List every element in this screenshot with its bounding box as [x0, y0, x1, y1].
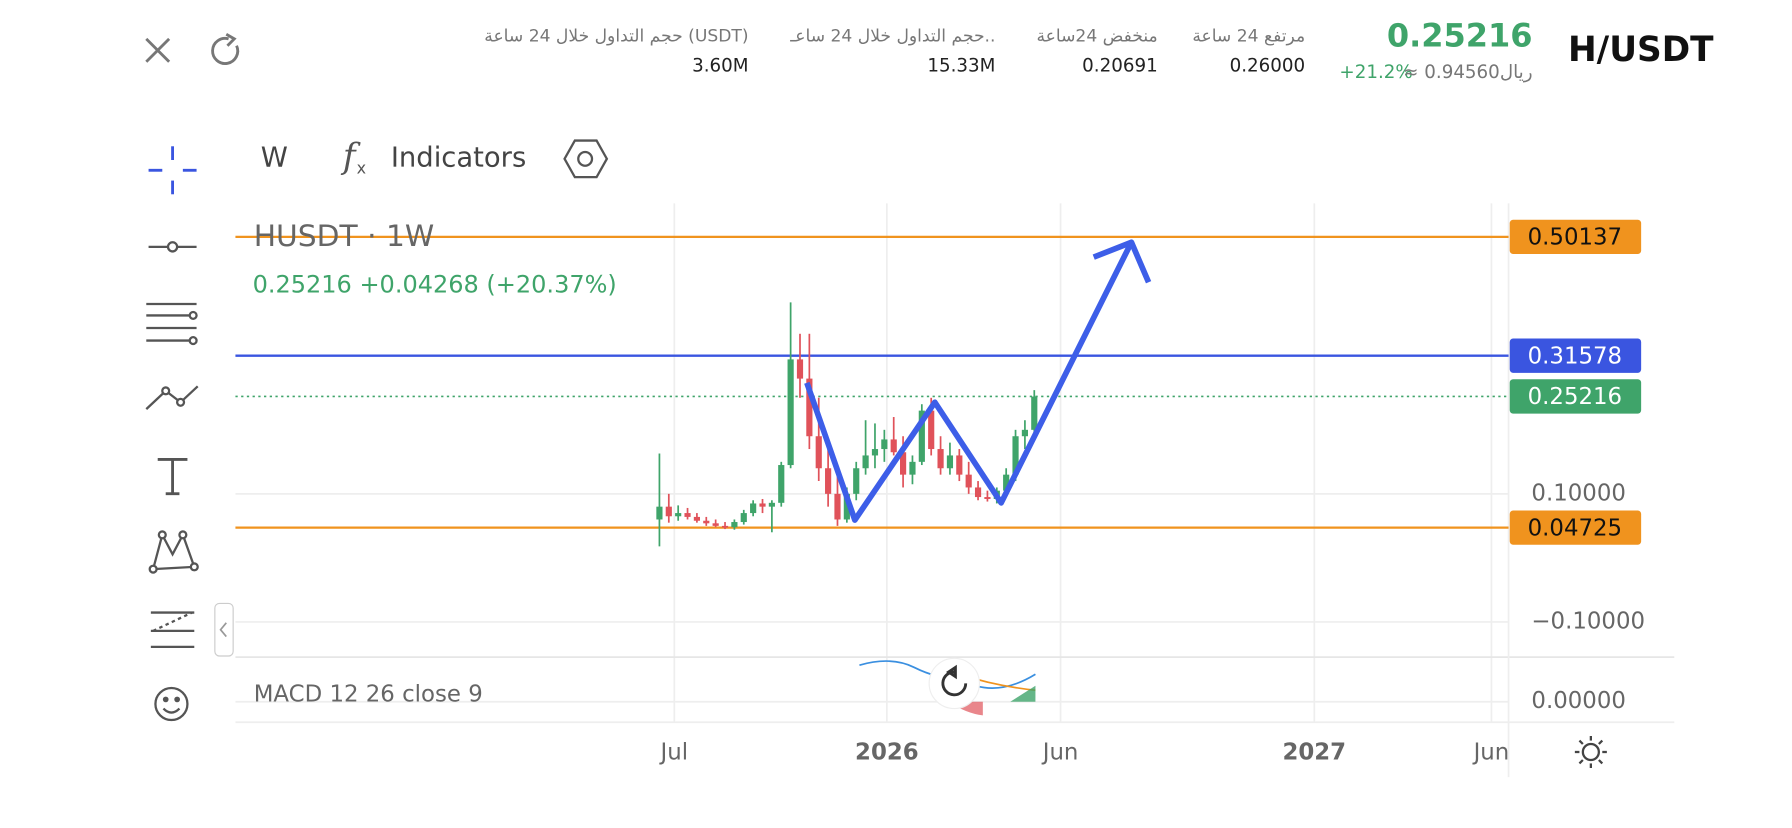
macd-tick-label: 0.00000 [1531, 688, 1625, 714]
interval-button[interactable]: W [261, 142, 288, 173]
emoji-tool[interactable] [154, 686, 189, 722]
macd-hist-up [1010, 685, 1036, 702]
candle-body [768, 502, 775, 507]
fib-tool[interactable] [146, 302, 198, 346]
stat-label: حجم التداول خلال 24 ساعة (USDT) [484, 27, 748, 47]
candle-body [900, 452, 907, 475]
candle-body [1021, 429, 1028, 437]
price-level-label: 0.25216 [1528, 384, 1622, 410]
candle-body [684, 513, 691, 517]
candle-body [787, 359, 794, 466]
x-tick-label: 2026 [855, 740, 919, 766]
candle-body [750, 503, 757, 514]
collapse-handle[interactable] [214, 602, 234, 657]
measure-tool[interactable] [150, 611, 195, 648]
drawn-arrowhead [1092, 239, 1152, 284]
chart-legend: HUSDT · 1W [254, 219, 435, 254]
price-level-tag [1509, 338, 1642, 373]
stat-value: 0.20691 [1082, 55, 1158, 76]
local-price: ≈ ريال0.94560 [1403, 62, 1532, 83]
candle-body [928, 410, 935, 450]
theme-button[interactable] [1574, 736, 1607, 768]
candle-body [871, 449, 879, 456]
candle-body [825, 468, 832, 494]
candle-body [656, 506, 663, 520]
candle-body [675, 513, 682, 517]
refresh-button[interactable] [211, 33, 240, 65]
y-tick-label: −0.10000 [1531, 608, 1645, 634]
reset-button[interactable] [928, 657, 980, 710]
crosshair-tool[interactable] [148, 146, 197, 195]
stat-value: 0.26000 [1230, 55, 1306, 76]
candle-body [740, 513, 747, 523]
candle-body [909, 461, 916, 475]
candle-body [796, 359, 804, 379]
candle-body [1003, 474, 1010, 491]
line-tool[interactable] [148, 241, 197, 253]
close-button[interactable] [145, 37, 171, 63]
price-level-tag [1509, 219, 1642, 254]
y-tick-label: 0.10000 [1531, 480, 1625, 506]
candle-body [665, 506, 672, 517]
price-level-tag [1509, 510, 1642, 545]
chart: Jul 2026 Jun 2027 Jun 0.10000 −0.10000 0.00000 0… [235, 203, 1675, 778]
chart-quote: 0.25216 +0.04268 (+20.37%) [253, 271, 617, 299]
candle-body [1012, 436, 1019, 475]
price-level-label: 0.50137 [1528, 224, 1622, 250]
pattern-tool[interactable] [145, 385, 199, 410]
candle-body [937, 449, 944, 469]
candle-body [843, 493, 850, 520]
candle-body [778, 465, 785, 503]
price-change: +21.2% [1339, 62, 1412, 83]
candle-body [731, 522, 738, 528]
collapse-arrow [219, 622, 227, 638]
price-level-label: 0.31578 [1528, 343, 1622, 369]
candle-body [974, 487, 982, 498]
candle-body [693, 516, 700, 521]
stat-label: مرتفع 24 ساعة [1192, 27, 1305, 47]
indicators-button[interactable]: Indicators [391, 142, 526, 173]
reset-icon [941, 664, 968, 697]
pair-title: H/USDT [1568, 30, 1714, 70]
candle-body [918, 410, 925, 462]
candle-body [853, 468, 860, 494]
x-tick-label: Jun [1472, 740, 1510, 766]
candle-body [862, 455, 869, 469]
stat-label: حجم التداول خلال 24 ساعـ.. [789, 27, 995, 47]
settings-icon[interactable] [563, 139, 609, 179]
candle-body [712, 523, 719, 526]
x-tick-label: Jul [659, 740, 689, 766]
candle-body [956, 455, 963, 475]
candle-body [946, 455, 954, 469]
candle-body [703, 520, 710, 524]
x-tick-label: Jun [1041, 740, 1079, 766]
candle-body [984, 497, 991, 499]
stat-value: 15.33M [927, 55, 995, 76]
shape-tool[interactable] [148, 530, 199, 574]
candle-body [721, 525, 729, 528]
x-tick-label: 2027 [1282, 740, 1346, 766]
candle-body [890, 439, 897, 453]
text-tool[interactable] [157, 458, 188, 496]
stat-label: منخفض 24ساعة [1036, 27, 1157, 47]
candle-body [965, 474, 972, 488]
last-price: 0.25216 [1387, 17, 1533, 55]
settings-icon-dot [577, 150, 594, 167]
candle-body [815, 436, 822, 469]
indicator-label: MACD 12 26 close 9 [254, 681, 483, 707]
candle-body [1031, 396, 1038, 430]
price-level-tag [1509, 379, 1642, 414]
candle-body [806, 378, 813, 437]
candle-body [834, 493, 841, 520]
stat-value: 3.60M [692, 55, 748, 76]
drawn-path [804, 241, 1134, 523]
candle-body [881, 439, 888, 450]
price-level-label: 0.04725 [1528, 515, 1622, 541]
candle-body [759, 503, 766, 507]
fx-icon-sub: x [357, 159, 366, 178]
